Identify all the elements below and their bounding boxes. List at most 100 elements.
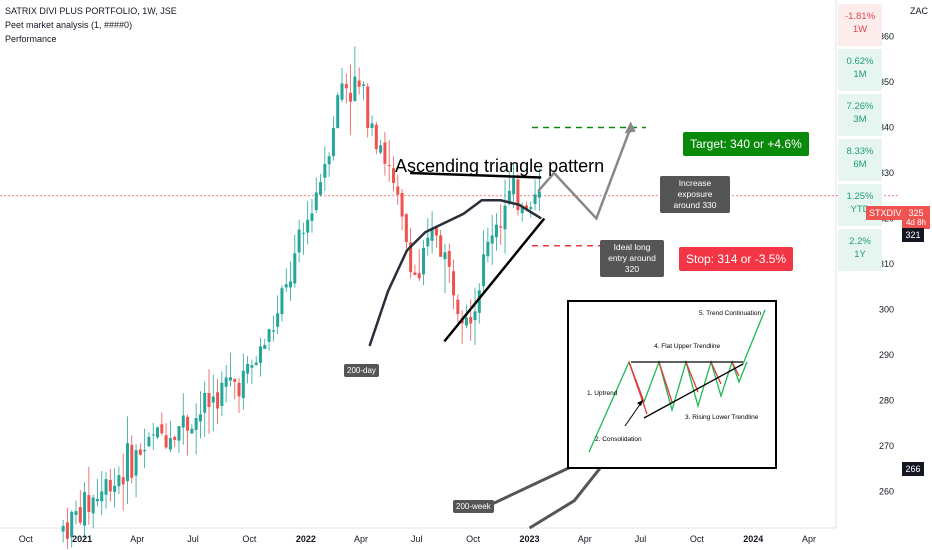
candle-body (87, 495, 91, 512)
candle-body (417, 273, 421, 279)
candle-body (409, 242, 413, 273)
candle-body (447, 251, 451, 267)
indicator-peet[interactable]: Peet market analysis (1, ####0) (5, 20, 133, 30)
candle-body (452, 271, 456, 296)
perf-period: 6M (853, 159, 867, 170)
candle-body (314, 192, 318, 211)
inset-continuation (742, 309, 766, 365)
perf-value: 0.62% (846, 56, 874, 67)
y-tick-label: 280 (879, 396, 894, 406)
candle-body (61, 525, 65, 532)
candle-body (198, 414, 202, 422)
level-badge-321: 321 (902, 228, 924, 242)
x-tick-label: Oct (689, 534, 704, 544)
perf-value: 1.25% (846, 191, 874, 202)
candle-body (482, 254, 486, 287)
candle-body (387, 165, 391, 167)
candle-body (276, 313, 280, 327)
candle-body (327, 156, 331, 165)
candle-body (186, 416, 190, 431)
candle-body (512, 178, 516, 195)
candle-body (241, 370, 245, 399)
y-tick-label: 360 (879, 31, 894, 41)
candle-body (507, 190, 511, 204)
candle-body (366, 86, 370, 128)
candle-body (353, 76, 357, 102)
candle-body (91, 497, 95, 514)
inset-red-3 (685, 361, 699, 393)
x-tick-label: Apr (130, 534, 145, 544)
candle-body (439, 235, 443, 257)
projection-arrowhead (624, 121, 636, 134)
increase-exposure-callout: Increase exposure around 330 (660, 176, 730, 213)
candle-body (224, 377, 228, 387)
candle-body (258, 346, 262, 363)
candle-body (426, 237, 430, 247)
candle-body (190, 428, 194, 434)
perf-cell-1w[interactable]: -1.81% 1W (838, 4, 882, 46)
candle-body (65, 522, 69, 539)
candle-body (490, 235, 494, 244)
candle-body (537, 191, 541, 198)
x-tick-label: 2024 (743, 534, 764, 544)
candle-body (374, 124, 378, 150)
perf-cell-1y[interactable]: 2.2% 1Y (838, 229, 882, 271)
perf-period: 3M (853, 114, 867, 125)
candle-body (83, 492, 87, 526)
candle-body (383, 142, 387, 164)
candle-body (177, 426, 181, 441)
candle-body (404, 214, 408, 242)
candle-body (203, 392, 207, 413)
x-tick-label: Apr (353, 534, 369, 544)
candle-body (520, 207, 524, 214)
perf-cell-1m[interactable]: 0.62% 1M (838, 49, 882, 91)
y-tick-label: 300 (879, 305, 894, 315)
candle-body (228, 377, 232, 381)
perf-value: 2.2% (849, 236, 871, 247)
x-tick-label: Jul (411, 534, 423, 544)
candle-body (280, 288, 284, 315)
candle-body (100, 491, 104, 502)
x-tick-label: Jul (634, 534, 647, 544)
candle-body (516, 179, 520, 211)
long-entry-callout: Ideal long entry around 320 (600, 240, 664, 277)
y-tick-label: 350 (879, 77, 894, 87)
candle-body (108, 479, 112, 492)
upper-trendline (409, 171, 542, 179)
candle-body (430, 229, 434, 241)
candle-body (434, 227, 438, 236)
perf-cell-3m[interactable]: 7.26% 3M (838, 94, 882, 136)
perf-cell-6m[interactable]: 8.33% 6M (838, 139, 882, 181)
candle-body (529, 207, 533, 209)
inset-red-2 (658, 361, 673, 403)
candle-body (499, 226, 503, 228)
candle-body (220, 382, 224, 406)
ma-200week-line (528, 463, 605, 530)
target-label: Target: 340 or +4.6% (683, 132, 809, 156)
inset-arrow-head (637, 400, 643, 406)
candle-body (147, 436, 151, 447)
symbol-title: SATRIX DIVI PLUS PORTFOLIO, 1W, JSE (5, 6, 177, 16)
candle-body (78, 507, 82, 523)
candle-body (297, 229, 301, 253)
inset-step-5: 5. Trend Continuation (699, 310, 762, 317)
candle-body (469, 316, 473, 324)
candle-body (138, 449, 142, 455)
perf-period: 1W (852, 24, 868, 35)
candle-body (370, 123, 374, 129)
inset-red-1 (628, 361, 648, 415)
candle-body (74, 511, 78, 515)
ma-200week-label: 200-week (453, 500, 494, 513)
candle-body (310, 213, 314, 221)
indicator-performance[interactable]: Performance (5, 34, 57, 44)
inset-red-5 (731, 361, 740, 377)
candle-body (267, 329, 271, 342)
x-tick-label: Oct (466, 534, 481, 544)
candle-body (340, 83, 344, 100)
candle-body (117, 475, 121, 487)
stop-label: Stop: 314 or -3.5% (679, 247, 794, 271)
x-tick-label: Apr (577, 534, 592, 544)
candle-body (254, 362, 258, 366)
candle-body (211, 396, 215, 403)
candle-body (134, 450, 138, 476)
